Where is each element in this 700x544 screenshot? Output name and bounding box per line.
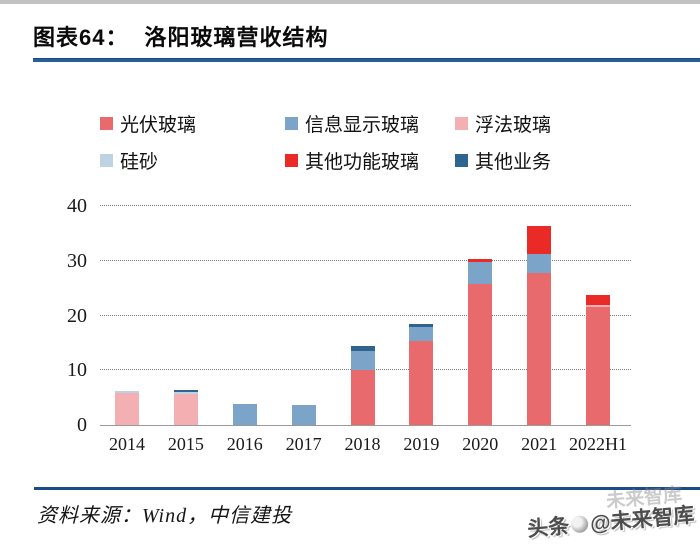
bar-segment <box>586 295 610 306</box>
legend-swatch-icon <box>285 154 298 167</box>
bar-segment <box>468 261 493 285</box>
bar-segment <box>350 369 375 425</box>
legend-swatch-icon <box>100 117 113 130</box>
stacked-bar-2017 <box>291 405 316 425</box>
x-axis-tick-label: 2017 <box>285 434 322 454</box>
bar-segment <box>115 391 139 393</box>
stacked-bar-2022H1 <box>586 295 610 425</box>
bar-segment <box>468 258 493 262</box>
bar-segment <box>527 273 552 425</box>
y-axis-tick-label: 0 <box>77 414 87 436</box>
bar-segment <box>173 393 198 425</box>
watermark-text-left: 头条 <box>525 514 570 542</box>
stacked-bar-2019 <box>409 324 434 425</box>
legend-label: 其他功能玻璃 <box>305 152 420 173</box>
legend-swatch-icon <box>285 117 298 130</box>
x-axis-tick-label: 2019 <box>403 434 440 454</box>
legend-item: 光伏玻璃 <box>100 110 196 137</box>
figure-number: 图表64： <box>33 25 129 50</box>
watermark: 头条 @未来智库 <box>526 499 695 543</box>
stacked-bar-2018 <box>350 346 375 425</box>
bar-segment <box>350 351 375 370</box>
bar-segment <box>409 327 434 341</box>
bar-segment <box>232 403 257 425</box>
bar-segment <box>527 253 552 274</box>
bar-segment <box>468 284 493 425</box>
watermark-logo-icon <box>569 514 589 533</box>
x-axis-tick-label: 2016 <box>226 434 263 454</box>
source-note: 资料来源：Wind，中信建投 <box>37 505 293 527</box>
plot-area: 0 10 20 30 40 2014 2015 2016 2017 2018 2019 2020 20… <box>67 195 631 454</box>
stacked-bar-2015 <box>173 389 198 425</box>
legend-item: 硅砂 <box>100 147 158 174</box>
gridline <box>100 259 631 261</box>
stacked-bar-2021 <box>527 226 552 425</box>
y-axis-tick-label: 10 <box>67 359 87 382</box>
legend-item: 信息显示玻璃 <box>285 110 419 137</box>
gridline <box>100 205 631 206</box>
x-axis-tick-label: 2015 <box>167 434 204 454</box>
bar-segment <box>409 324 434 327</box>
bar-segment <box>291 405 316 425</box>
x-axis-tick-label: 2018 <box>344 434 381 454</box>
stacked-bar-2016 <box>232 403 257 425</box>
legend-item: 浮法玻璃 <box>455 110 551 137</box>
y-axis-tick-label: 40 <box>67 195 87 217</box>
legend-label: 信息显示玻璃 <box>305 115 420 136</box>
y-axis-tick-label: 20 <box>67 304 87 327</box>
legend-label: 光伏玻璃 <box>120 115 197 136</box>
bar-segment <box>409 340 434 425</box>
bar-segment <box>350 346 375 352</box>
legend-swatch-icon <box>100 154 113 167</box>
bar-segment <box>527 226 552 254</box>
gridline <box>100 314 631 316</box>
footer-divider <box>34 487 700 490</box>
bar-segment <box>115 392 139 425</box>
legend-item: 其他业务 <box>455 147 551 174</box>
legend-swatch-icon <box>455 154 468 167</box>
legend-label: 其他业务 <box>475 152 552 173</box>
chart-header: 图表64： 洛阳玻璃营收结构 <box>33 20 329 52</box>
x-axis-tick-label: 2021 <box>521 434 558 454</box>
header-divider <box>33 58 700 62</box>
y-axis-tick-label: 30 <box>67 249 87 272</box>
legend-label: 浮法玻璃 <box>475 115 552 136</box>
bar-segment <box>586 307 610 425</box>
page-title: 洛阳玻璃营收结构 <box>144 25 329 50</box>
stacked-bar-2014 <box>115 391 139 425</box>
legend-item: 其他功能玻璃 <box>285 147 419 174</box>
x-axis-tick-label: 2022H1 <box>569 434 627 454</box>
top-edge-strip <box>0 0 700 4</box>
bar-segment <box>173 392 198 394</box>
bar-segment <box>173 389 198 393</box>
legend-swatch-icon <box>455 117 468 130</box>
stacked-bar-2020 <box>468 258 493 425</box>
bar-segment <box>586 305 610 308</box>
x-axis-tick-label: 2014 <box>109 434 145 454</box>
x-axis-tick-label: 2020 <box>462 434 499 454</box>
watermark-text-right: @未来智库 <box>588 503 695 536</box>
legend-label: 硅砂 <box>120 152 159 173</box>
